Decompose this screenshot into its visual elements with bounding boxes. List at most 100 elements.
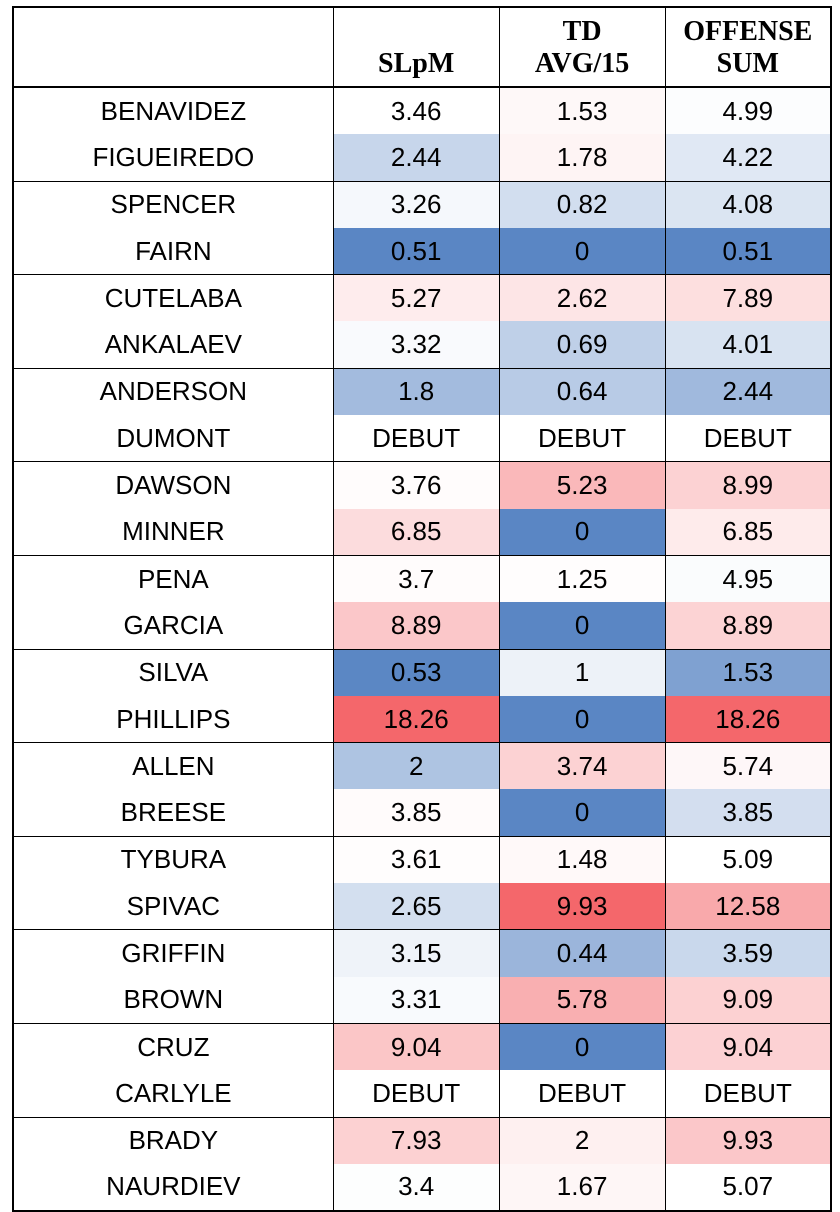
td-avg-cell: 0 xyxy=(499,602,666,650)
table-row: NAURDIEV 3.4 1.67 5.07 xyxy=(13,1163,831,1212)
td-avg-cell: 9.93 xyxy=(499,883,666,930)
slpm-cell: 8.89 xyxy=(333,602,500,650)
offense-sum-cell: 8.99 xyxy=(665,461,831,509)
stats-table: SLpM TD AVG/15 OFFENSE SUM BENAVIDEZ 3.46 1.53… xyxy=(12,6,832,1212)
table-row: CRUZ 9.04 0 9.04 xyxy=(13,1022,831,1071)
slpm-cell: 2.44 xyxy=(333,134,500,182)
table-row: GARCIA 8.89 0 8.89 xyxy=(13,602,831,650)
fighter-name-cell: GRIFFIN xyxy=(13,929,334,977)
slpm-cell: 1.8 xyxy=(333,367,500,416)
fighter-name-cell: FAIRN xyxy=(13,227,334,275)
header-text: SLpM xyxy=(378,48,455,79)
table-row: MINNER 6.85 0 6.85 xyxy=(13,508,831,556)
offense-sum-cell: 4.22 xyxy=(665,134,831,182)
slpm-cell: 3.46 xyxy=(333,87,500,135)
table-row: BREESE 3.85 0 3.85 xyxy=(13,789,831,837)
fighter-name-cell: SPIVAC xyxy=(13,883,334,930)
offense-sum-cell: DEBUT xyxy=(665,1070,831,1118)
slpm-cell: 3.61 xyxy=(333,835,500,884)
slpm-cell: 3.85 xyxy=(333,789,500,837)
offense-sum-cell: DEBUT xyxy=(665,415,831,462)
table-row: FIGUEIREDO 2.44 1.78 4.22 xyxy=(13,134,831,182)
fighter-name-cell: ALLEN xyxy=(13,742,334,790)
td-avg-cell: 0.82 xyxy=(499,180,666,228)
td-avg-cell: 5.23 xyxy=(499,461,666,509)
td-avg-cell: 0 xyxy=(499,227,666,275)
table-row: CARLYLE DEBUT DEBUT DEBUT xyxy=(13,1070,831,1118)
offense-sum-cell: 5.09 xyxy=(665,835,831,884)
slpm-cell: 0.51 xyxy=(333,227,500,275)
slpm-cell: 3.32 xyxy=(333,321,500,369)
offense-sum-cell: 4.99 xyxy=(665,87,831,135)
fighter-name-cell: MINNER xyxy=(13,508,334,556)
slpm-cell: 3.76 xyxy=(333,461,500,509)
slpm-cell: 9.04 xyxy=(333,1022,500,1071)
fighter-name-cell: SILVA xyxy=(13,648,334,696)
offense-sum-cell: 2.44 xyxy=(665,367,831,416)
slpm-cell: 2.65 xyxy=(333,883,500,930)
fighter-name-cell: BRADY xyxy=(13,1116,334,1164)
fighter-name-cell: ANKALAEV xyxy=(13,321,334,369)
table-body: BENAVIDEZ 3.46 1.53 4.99 FIGUEIREDO 2.44 1.78 4… xyxy=(13,87,831,1212)
td-avg-cell: DEBUT xyxy=(499,415,666,462)
fighter-name-cell: BENAVIDEZ xyxy=(13,87,334,135)
slpm-cell: 7.93 xyxy=(333,1116,500,1164)
fighter-name-cell: BROWN xyxy=(13,976,334,1024)
fighter-name-cell: GARCIA xyxy=(13,602,334,650)
slpm-cell: 3.4 xyxy=(333,1163,500,1212)
td-avg-column-header: TD AVG/15 xyxy=(499,7,666,88)
table-row: BRADY 7.93 2 9.93 xyxy=(13,1116,831,1164)
td-avg-cell: 2.62 xyxy=(499,274,666,322)
slpm-cell: 2 xyxy=(333,742,500,790)
fighter-name-cell: SPENCER xyxy=(13,180,334,228)
offense-sum-cell: 0.51 xyxy=(665,227,831,275)
offense-sum-cell: 4.08 xyxy=(665,180,831,228)
slpm-cell: 3.7 xyxy=(333,554,500,603)
td-avg-cell: 1.78 xyxy=(499,134,666,182)
slpm-cell: 3.31 xyxy=(333,976,500,1024)
slpm-column-header: SLpM xyxy=(333,7,500,88)
slpm-cell: 18.26 xyxy=(333,695,500,743)
td-avg-cell: 0 xyxy=(499,695,666,743)
td-avg-cell: 1.53 xyxy=(499,87,666,135)
td-avg-cell: 0 xyxy=(499,508,666,556)
fighter-name-cell: TYBURA xyxy=(13,835,334,884)
table-row: SPENCER 3.26 0.82 4.08 xyxy=(13,180,831,228)
offense-sum-column-header: OFFENSE SUM xyxy=(665,7,831,88)
table-row: SPIVAC 2.65 9.93 12.58 xyxy=(13,883,831,930)
table-row: DUMONT DEBUT DEBUT DEBUT xyxy=(13,415,831,462)
td-avg-cell: 5.78 xyxy=(499,976,666,1024)
td-avg-cell: 1.25 xyxy=(499,554,666,603)
td-avg-cell: 3.74 xyxy=(499,742,666,790)
fighter-name-cell: DAWSON xyxy=(13,461,334,509)
slpm-cell: DEBUT xyxy=(333,1070,500,1118)
td-avg-cell: 1.48 xyxy=(499,835,666,884)
td-avg-cell: 0.64 xyxy=(499,367,666,416)
slpm-cell: 3.26 xyxy=(333,180,500,228)
offense-sum-cell: 5.74 xyxy=(665,742,831,790)
offense-sum-cell: 1.53 xyxy=(665,648,831,696)
fighter-name-cell: NAURDIEV xyxy=(13,1163,334,1212)
fighter-name-cell: ANDERSON xyxy=(13,367,334,416)
offense-sum-cell: 7.89 xyxy=(665,274,831,322)
td-avg-cell: 0.44 xyxy=(499,929,666,977)
td-avg-cell: 1.67 xyxy=(499,1163,666,1212)
table-row: ANDERSON 1.8 0.64 2.44 xyxy=(13,367,831,416)
slpm-cell: 0.53 xyxy=(333,648,500,696)
offense-sum-cell: 9.04 xyxy=(665,1022,831,1071)
offense-sum-cell: 3.85 xyxy=(665,789,831,837)
offense-sum-cell: 5.07 xyxy=(665,1163,831,1212)
td-avg-cell: 0.69 xyxy=(499,321,666,369)
offense-sum-cell: 4.95 xyxy=(665,554,831,603)
offense-sum-cell: 4.01 xyxy=(665,321,831,369)
fighter-name-cell: FIGUEIREDO xyxy=(13,134,334,182)
fighter-name-cell: PENA xyxy=(13,554,334,603)
table-row: CUTELABA 5.27 2.62 7.89 xyxy=(13,274,831,322)
td-avg-cell: 0 xyxy=(499,789,666,837)
header-text: OFFENSE xyxy=(683,16,813,47)
table-row: DAWSON 3.76 5.23 8.99 xyxy=(13,461,831,509)
fighter-name-cell: PHILLIPS xyxy=(13,695,334,743)
table-row: SILVA 0.53 1 1.53 xyxy=(13,648,831,696)
fighter-name-cell: CRUZ xyxy=(13,1022,334,1071)
fighter-name-cell: DUMONT xyxy=(13,415,334,462)
